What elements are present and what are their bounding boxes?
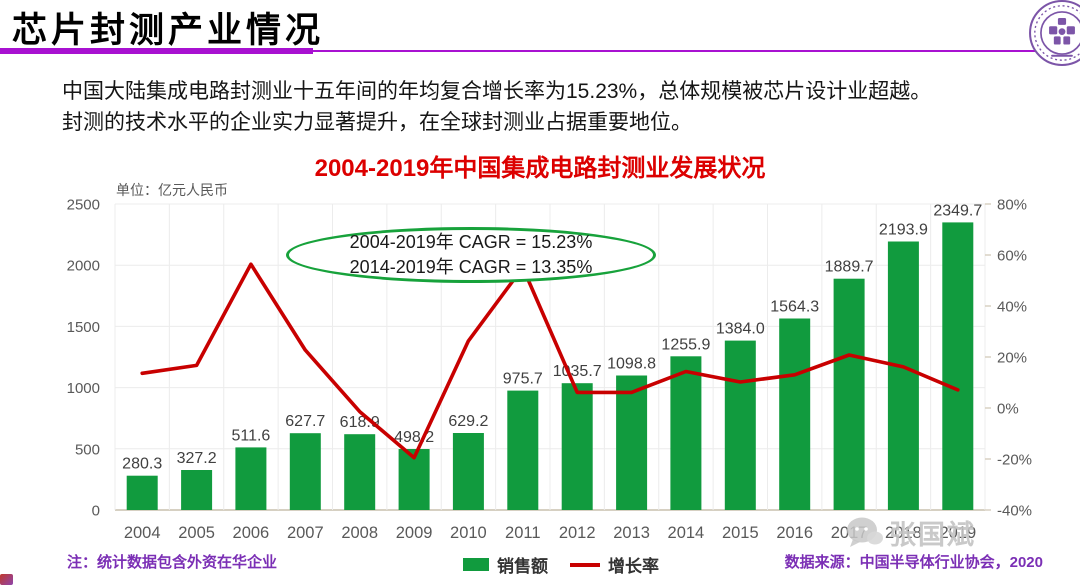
intro-paragraph: 中国大陆集成电路封测业十五年间的年均复合增长率为15.23%，总体规模被芯片设计…: [62, 76, 1042, 138]
bar-label-2019: 2349.7: [933, 202, 982, 219]
x-label-2013: 2013: [613, 524, 650, 542]
bar-2010: [452, 433, 484, 510]
bar-2013: [616, 375, 648, 510]
right-axis-label: -40%: [997, 503, 1032, 520]
bar-2016: [779, 318, 811, 510]
bar-label-2018: 2193.9: [879, 222, 928, 239]
x-label-2016: 2016: [776, 524, 813, 542]
x-label-2015: 2015: [722, 524, 759, 542]
x-label-2018: 2018: [885, 524, 922, 542]
bar-2007: [289, 433, 321, 510]
chart-legend: 销售额 增长率: [463, 552, 659, 577]
x-label-2012: 2012: [559, 524, 596, 542]
right-axis-label: 40%: [997, 299, 1027, 316]
x-label-2009: 2009: [396, 524, 433, 542]
growth-legend-line-icon: [570, 562, 600, 567]
bar-2015: [724, 340, 756, 510]
x-label-2007: 2007: [287, 524, 324, 542]
bar-2012: [561, 383, 593, 510]
bar-2014: [670, 356, 702, 510]
title-divider-thin: [313, 50, 1080, 52]
cagr-annotation: 2004-2019年 CAGR = 15.23% 2014-2019年 CAGR…: [286, 227, 656, 283]
x-label-2008: 2008: [341, 524, 378, 542]
bar-2008: [344, 434, 376, 510]
data-source-note: 数据来源：中国半导体行业协会，2020: [784, 554, 1043, 571]
bar-label-2010: 629.2: [448, 413, 488, 430]
right-axis-label: 0%: [997, 401, 1019, 418]
x-label-2006: 2006: [233, 524, 270, 542]
bar-label-2016: 1564.3: [770, 299, 819, 316]
x-label-2014: 2014: [668, 524, 705, 542]
university-seal-logo: [1028, 0, 1080, 67]
bar-label-2006: 511.6: [231, 427, 270, 444]
chart-title: 2004-2019年中国集成电路封测业发展状况: [314, 155, 766, 182]
bar-label-2007: 627.7: [285, 413, 325, 430]
right-axis-label: 80%: [997, 197, 1027, 214]
bar-label-2014: 1255.9: [661, 336, 710, 353]
x-label-2019: 2019: [939, 524, 976, 542]
bar-label-2017: 1889.7: [825, 259, 874, 276]
bar-label-2005: 327.2: [177, 450, 217, 467]
x-label-2004: 2004: [124, 524, 161, 542]
bar-label-2015: 1384.0: [716, 321, 765, 338]
cagr-line-1: 2004-2019年 CAGR = 15.23%: [349, 232, 593, 252]
left-axis-label: 1500: [67, 319, 100, 336]
watermark-text: 张国斌: [889, 520, 976, 550]
bar-2019: [942, 222, 974, 510]
page-title: 芯片封测产业情况: [12, 10, 325, 51]
title-divider-thick: [0, 48, 313, 54]
bar-label-2012: 1035.7: [553, 363, 602, 380]
bar-2018: [887, 241, 919, 510]
bar-2006: [235, 447, 267, 510]
x-label-2010: 2010: [450, 524, 487, 542]
left-axis-label: 0: [92, 503, 100, 520]
cagr-line-2: 2014-2019年 CAGR = 13.35%: [349, 257, 593, 277]
axis-unit-label: 单位：亿元人民币: [116, 182, 228, 198]
bar-2004: [126, 475, 158, 510]
watermark: 张国斌: [845, 513, 976, 552]
bar-2017: [833, 278, 865, 510]
sales-legend-swatch-icon: [463, 558, 489, 571]
right-axis-label: -20%: [997, 452, 1032, 469]
x-label-2005: 2005: [178, 524, 215, 542]
intro-line-2: 封测的技术水平的企业实力显著提升，在全球封测业占据重要地位。: [62, 111, 692, 134]
bar-label-2004: 280.3: [122, 456, 162, 473]
growth-rate-line: [140, 262, 960, 460]
growth-legend-label: 增长率: [608, 557, 659, 576]
left-axis-label: 500: [75, 441, 100, 458]
sales-legend-label: 销售额: [497, 557, 548, 576]
chat-bubble-icon: [847, 517, 883, 547]
left-axis-label: 2000: [67, 258, 100, 275]
x-label-2011: 2011: [505, 524, 540, 542]
right-axis-label: 60%: [997, 248, 1027, 265]
bar-label-2011: 975.7: [503, 371, 543, 388]
footnote-left: 注：统计数据包含外资在华企业: [67, 554, 278, 571]
bar-2011: [507, 390, 539, 510]
left-axis-label: 2500: [67, 197, 100, 214]
university-seal-icon: [1029, 0, 1080, 66]
left-axis-label: 1000: [67, 380, 100, 397]
right-axis-label: 20%: [997, 350, 1027, 367]
intro-line-1: 中国大陆集成电路封测业十五年间的年均复合增长率为15.23%，总体规模被芯片设计…: [62, 80, 932, 103]
bar-2005: [181, 470, 213, 510]
bar-label-2013: 1098.8: [607, 356, 656, 373]
corner-fragment: [0, 574, 13, 585]
